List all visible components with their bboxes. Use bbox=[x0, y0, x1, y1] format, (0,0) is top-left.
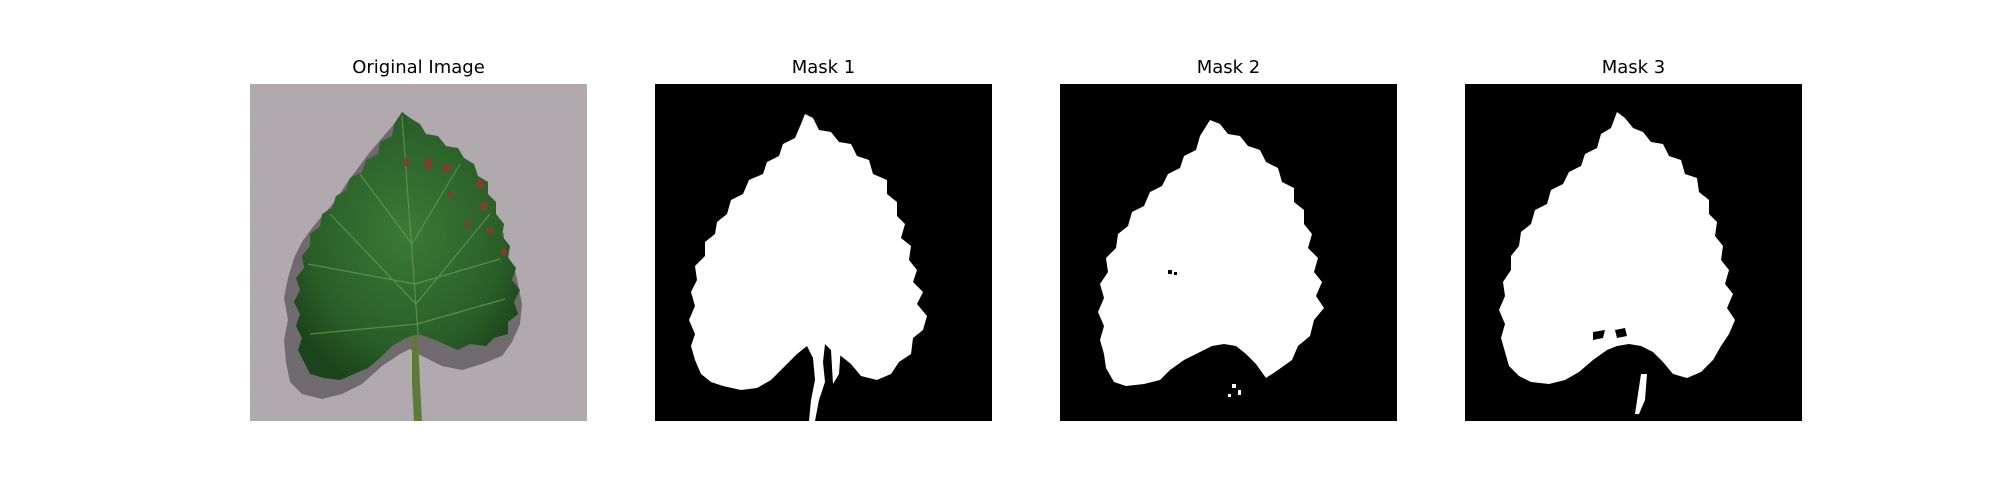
mask-foreground bbox=[1499, 112, 1735, 384]
mask-3-image bbox=[1465, 84, 1802, 421]
mask-foreground bbox=[689, 114, 927, 421]
mask-3-panel bbox=[1465, 84, 1802, 421]
leaf-shape bbox=[294, 112, 520, 380]
mask-1-panel bbox=[655, 84, 992, 421]
leaf-lesions bbox=[403, 158, 507, 256]
mask-1-image bbox=[655, 84, 992, 421]
original-image-panel bbox=[250, 84, 587, 421]
mask-2-panel bbox=[1060, 84, 1397, 421]
title-mask-3: Mask 3 bbox=[1601, 57, 1666, 78]
mask-2-image bbox=[1060, 84, 1397, 421]
title-original-image: Original Image bbox=[352, 57, 485, 78]
title-mask-2: Mask 2 bbox=[1196, 57, 1261, 78]
mask-foreground bbox=[1098, 120, 1324, 386]
leaf-photo bbox=[250, 84, 587, 421]
leaf-stem bbox=[412, 334, 422, 421]
title-mask-1: Mask 1 bbox=[791, 57, 856, 78]
leaf-veins bbox=[307, 115, 506, 335]
